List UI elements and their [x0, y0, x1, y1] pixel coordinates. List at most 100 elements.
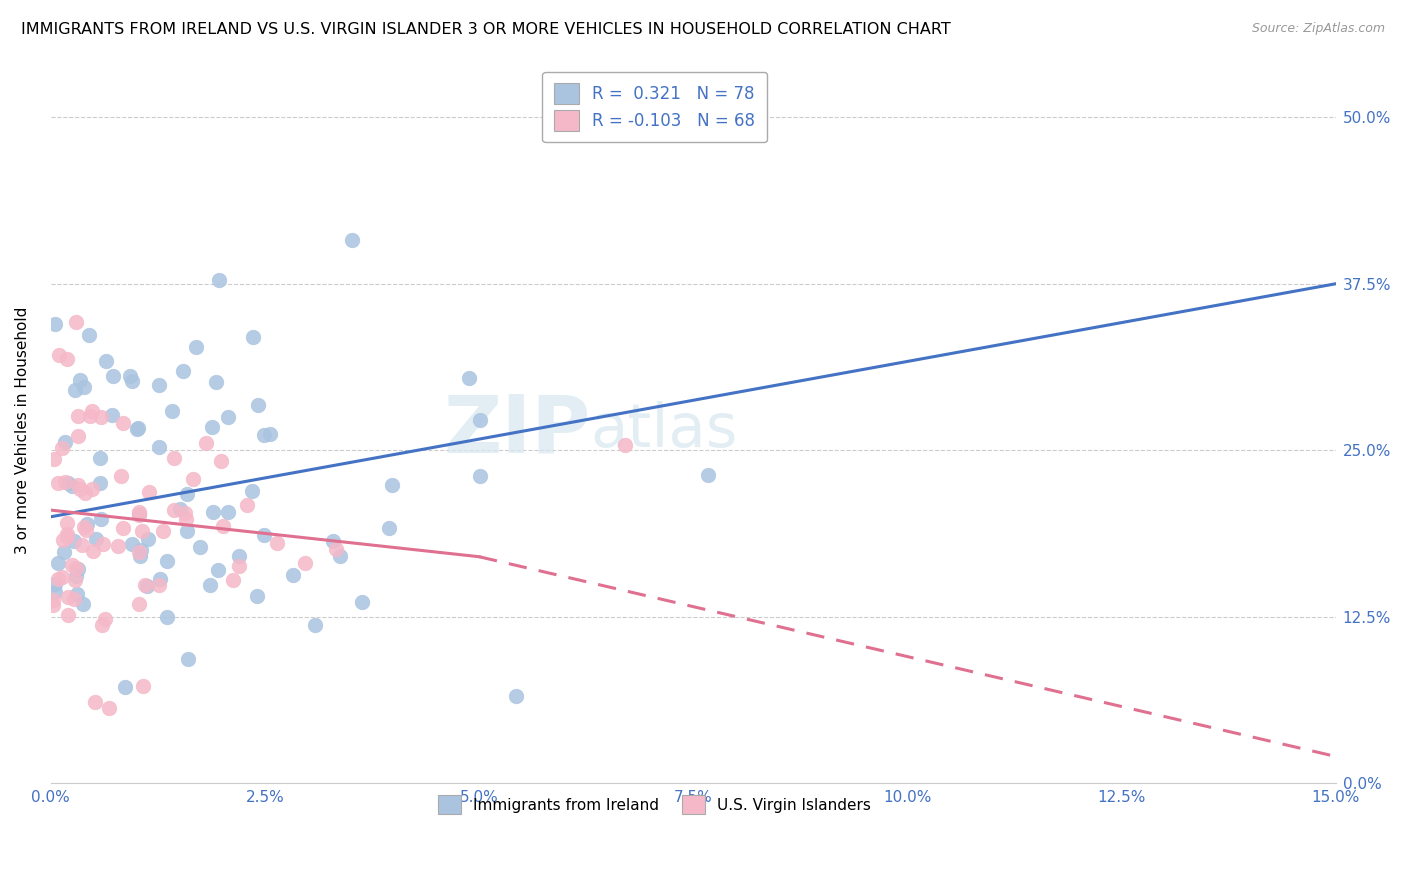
Point	[65, 561, 87, 575]
Point	[91, 536, 114, 550]
Point	[127, 421, 149, 435]
Point	[128, 544, 150, 558]
Point	[110, 469, 132, 483]
Point	[177, 652, 200, 666]
Point	[51, 441, 73, 455]
Point	[228, 558, 250, 573]
Legend: Immigrants from Ireland, U.S. Virgin Islanders: Immigrants from Ireland, U.S. Virgin Isl…	[427, 785, 882, 825]
Point	[83, 695, 105, 709]
Point	[65, 573, 87, 587]
Point	[246, 589, 269, 603]
Point	[198, 578, 221, 592]
Point	[184, 340, 207, 354]
Point	[63, 534, 86, 549]
Point	[46, 572, 69, 586]
Point	[90, 512, 112, 526]
Point	[176, 524, 198, 539]
Point	[65, 314, 87, 328]
Point	[90, 409, 112, 424]
Point	[121, 374, 143, 388]
Point	[181, 472, 204, 486]
Point	[156, 554, 179, 568]
Point	[42, 598, 65, 612]
Point	[79, 409, 101, 423]
Point	[160, 404, 183, 418]
Point	[44, 317, 66, 331]
Point	[188, 541, 211, 555]
Point	[73, 520, 96, 534]
Point	[202, 505, 225, 519]
Point	[112, 416, 135, 430]
Point	[242, 330, 264, 344]
Point	[69, 373, 91, 387]
Point	[76, 516, 98, 531]
Point	[53, 475, 76, 489]
Point	[114, 681, 136, 695]
Point	[62, 558, 84, 572]
Point	[56, 516, 79, 530]
Point	[94, 612, 117, 626]
Point	[56, 526, 79, 541]
Point	[63, 383, 86, 397]
Point	[129, 549, 152, 564]
Point	[75, 485, 97, 500]
Y-axis label: 3 or more Vehicles in Household: 3 or more Vehicles in Household	[15, 307, 30, 554]
Point	[86, 532, 108, 546]
Point	[127, 422, 149, 436]
Point	[381, 478, 404, 492]
Point	[505, 690, 527, 704]
Point	[236, 498, 259, 512]
Point	[172, 364, 194, 378]
Point	[149, 572, 172, 586]
Point	[211, 518, 233, 533]
Point	[208, 273, 231, 287]
Point	[98, 700, 121, 714]
Point	[66, 409, 89, 424]
Point	[128, 507, 150, 521]
Point	[82, 544, 104, 558]
Point	[266, 536, 288, 550]
Point	[169, 501, 191, 516]
Point	[112, 521, 135, 535]
Point	[163, 502, 186, 516]
Point	[53, 435, 76, 450]
Point	[253, 527, 276, 541]
Point	[69, 483, 91, 497]
Point	[138, 484, 160, 499]
Point	[468, 413, 491, 427]
Point	[194, 436, 217, 450]
Text: atlas: atlas	[591, 401, 738, 459]
Point	[118, 368, 141, 383]
Point	[80, 482, 103, 496]
Point	[156, 610, 179, 624]
Point	[259, 426, 281, 441]
Point	[65, 568, 87, 582]
Point	[217, 409, 239, 424]
Point	[60, 479, 83, 493]
Point	[51, 570, 73, 584]
Point	[42, 593, 65, 607]
Point	[201, 419, 224, 434]
Point	[136, 532, 159, 546]
Point	[101, 369, 124, 384]
Point	[48, 475, 70, 490]
Point	[107, 539, 129, 553]
Point	[217, 505, 239, 519]
Text: Source: ZipAtlas.com: Source: ZipAtlas.com	[1251, 22, 1385, 36]
Point	[325, 541, 347, 556]
Point	[173, 506, 195, 520]
Point	[72, 597, 94, 611]
Point	[134, 578, 156, 592]
Point	[207, 563, 229, 577]
Point	[304, 618, 326, 632]
Point	[132, 679, 155, 693]
Text: ZIP: ZIP	[443, 392, 591, 469]
Point	[174, 512, 197, 526]
Point	[52, 533, 75, 547]
Point	[91, 618, 114, 632]
Point	[350, 594, 373, 608]
Point	[129, 542, 152, 557]
Point	[44, 577, 66, 591]
Point	[253, 428, 276, 442]
Point	[56, 475, 79, 490]
